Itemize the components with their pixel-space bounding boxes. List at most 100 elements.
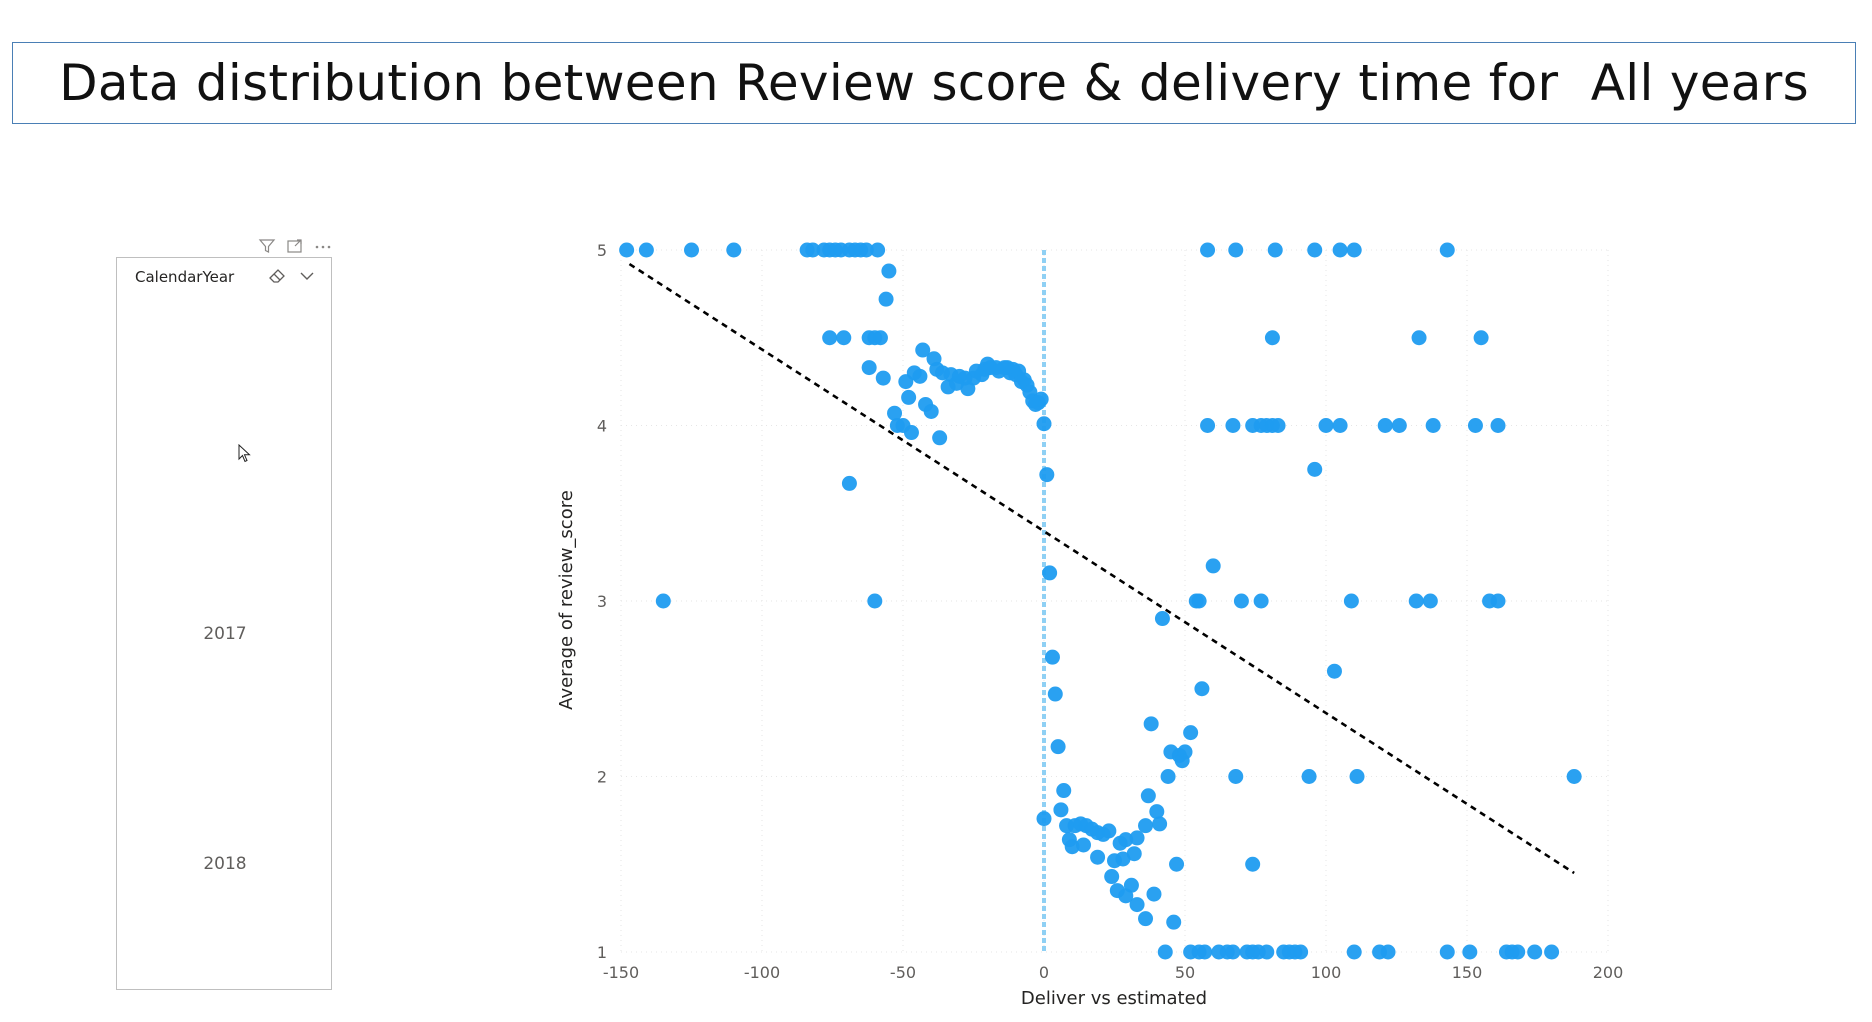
y-axis-title: Average of review_score bbox=[556, 490, 577, 710]
focus-mode-icon[interactable] bbox=[286, 237, 304, 255]
data-point bbox=[726, 242, 742, 258]
x-tick-label: 200 bbox=[1593, 963, 1624, 982]
data-point bbox=[1411, 330, 1427, 346]
y-tick-label: 3 bbox=[597, 592, 607, 611]
data-point bbox=[1149, 804, 1165, 820]
data-point bbox=[901, 389, 917, 405]
data-point bbox=[822, 330, 838, 346]
data-point bbox=[1166, 914, 1182, 930]
data-point bbox=[1129, 830, 1145, 846]
data-point bbox=[1228, 242, 1244, 258]
data-point bbox=[881, 263, 897, 279]
data-point bbox=[638, 242, 654, 258]
data-point bbox=[1138, 818, 1154, 834]
data-point bbox=[1075, 837, 1091, 853]
data-point bbox=[684, 242, 699, 258]
data-point bbox=[1527, 944, 1543, 960]
data-point bbox=[1047, 686, 1063, 702]
chevron-down-icon[interactable] bbox=[297, 266, 317, 286]
data-point bbox=[1169, 856, 1185, 872]
data-point bbox=[861, 360, 877, 376]
data-point bbox=[858, 242, 874, 258]
data-point bbox=[1307, 461, 1323, 477]
y-tick-label: 1 bbox=[597, 943, 607, 962]
data-point bbox=[1157, 944, 1173, 960]
mouse-pointer-icon bbox=[238, 443, 252, 464]
data-point bbox=[1293, 944, 1309, 960]
data-point bbox=[1228, 769, 1244, 784]
data-point bbox=[1380, 944, 1396, 960]
data-point bbox=[1115, 851, 1131, 867]
data-point bbox=[903, 425, 919, 441]
data-point bbox=[1140, 788, 1156, 804]
data-point bbox=[1343, 593, 1359, 609]
data-point bbox=[1267, 242, 1283, 258]
x-tick-label: 50 bbox=[1175, 963, 1195, 982]
data-point bbox=[872, 330, 888, 346]
data-point bbox=[1138, 911, 1154, 927]
x-tick-label: 100 bbox=[1311, 963, 1342, 982]
data-point bbox=[870, 242, 886, 258]
slicer-item-2018[interactable]: 2018 bbox=[203, 854, 247, 874]
data-point bbox=[1197, 944, 1213, 960]
data-point bbox=[1425, 418, 1441, 433]
data-point bbox=[1154, 611, 1170, 627]
data-point bbox=[1126, 846, 1142, 862]
filter-icon[interactable] bbox=[258, 237, 276, 255]
x-tick-label: -150 bbox=[603, 963, 639, 982]
data-point bbox=[1467, 418, 1483, 433]
data-point bbox=[1270, 418, 1286, 433]
tick-layer: 1 2 3 4 5 -150 -100 -50 0 50 100 150 200 bbox=[597, 241, 1623, 982]
data-point bbox=[1318, 418, 1334, 433]
data-point bbox=[1118, 888, 1134, 904]
data-point bbox=[1391, 418, 1407, 433]
data-point bbox=[1160, 769, 1176, 784]
data-point bbox=[1152, 816, 1168, 832]
calendar-year-slicer[interactable]: CalendarYear 2017 2018 bbox=[116, 257, 332, 990]
data-point bbox=[1264, 330, 1280, 346]
x-tick-label: -50 bbox=[890, 963, 916, 982]
x-tick-label: -100 bbox=[744, 963, 780, 982]
data-point bbox=[887, 405, 903, 421]
data-point bbox=[1253, 593, 1269, 609]
points-layer bbox=[619, 242, 1582, 960]
data-point bbox=[1225, 418, 1241, 433]
data-point bbox=[1039, 467, 1055, 483]
trend-line bbox=[628, 262, 1575, 875]
data-point bbox=[932, 430, 948, 446]
data-point bbox=[1056, 783, 1072, 799]
data-point bbox=[912, 368, 928, 384]
data-point bbox=[1200, 418, 1216, 433]
data-point bbox=[923, 403, 939, 419]
data-point bbox=[1490, 593, 1506, 609]
data-point bbox=[1225, 944, 1241, 960]
data-point bbox=[1422, 593, 1438, 609]
data-point bbox=[1036, 811, 1052, 827]
data-point bbox=[1146, 886, 1162, 902]
data-point bbox=[1101, 823, 1117, 839]
report-title-box: Data distribution between Review score &… bbox=[12, 42, 1856, 124]
data-point bbox=[1118, 832, 1134, 848]
data-point bbox=[1473, 330, 1489, 346]
report-title: Data distribution between Review score &… bbox=[59, 54, 1809, 112]
data-point bbox=[1301, 769, 1317, 784]
visual-header-toolbar bbox=[252, 236, 332, 256]
data-point bbox=[1307, 242, 1323, 258]
data-point bbox=[1183, 725, 1199, 741]
y-tick-label: 4 bbox=[597, 417, 607, 436]
data-point bbox=[1259, 944, 1275, 960]
slicer-item-2017[interactable]: 2017 bbox=[203, 624, 247, 644]
data-point bbox=[1544, 944, 1560, 960]
data-point bbox=[1053, 802, 1069, 818]
data-point bbox=[878, 291, 894, 307]
y-tick-label: 2 bbox=[597, 768, 607, 787]
data-point bbox=[1191, 593, 1207, 609]
data-point bbox=[1042, 565, 1058, 581]
data-point bbox=[1332, 242, 1348, 258]
eraser-icon[interactable] bbox=[267, 266, 287, 286]
more-options-icon[interactable] bbox=[314, 237, 332, 255]
data-point bbox=[1510, 944, 1526, 960]
data-point bbox=[836, 330, 852, 346]
data-point bbox=[1233, 593, 1249, 609]
